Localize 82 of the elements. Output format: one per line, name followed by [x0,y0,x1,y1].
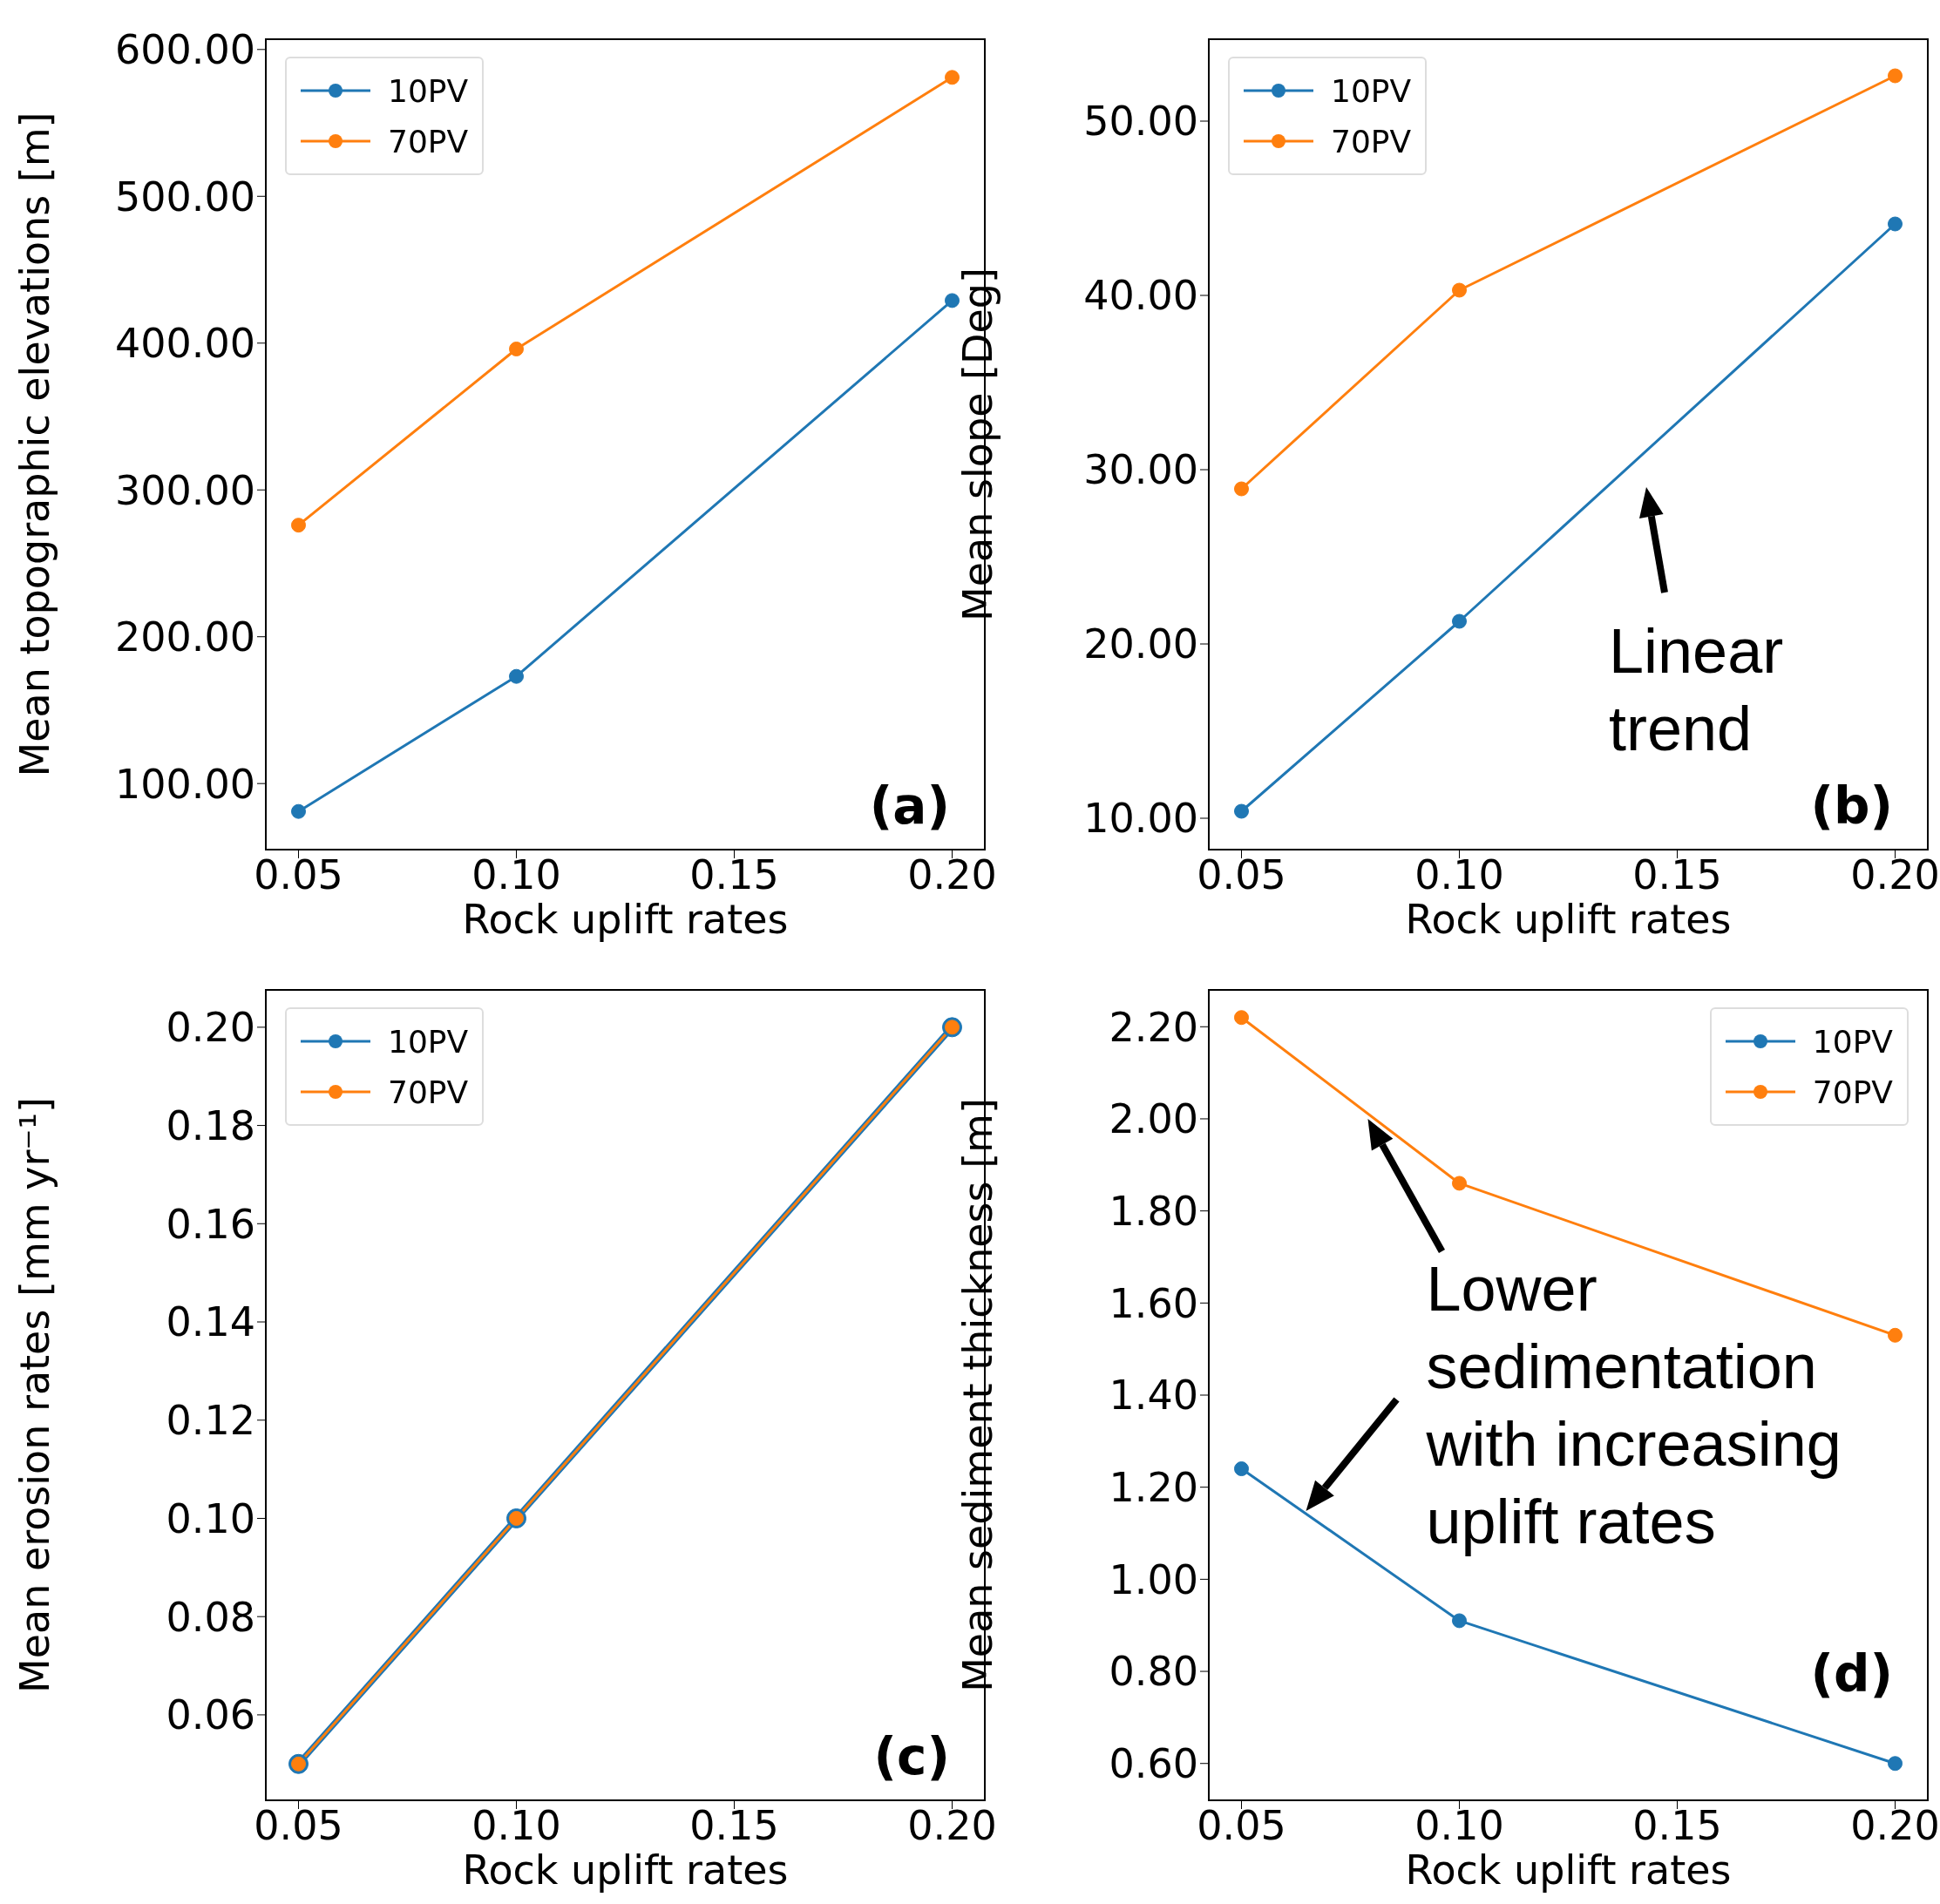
y-tick-label: 0.60 [1109,1740,1198,1788]
x-tick-label: 0.05 [1197,850,1286,898]
y-axis-title: Mean topographic elevations [m] [11,112,59,777]
x-tick-label: 0.15 [1632,850,1722,898]
y-tick-label: 2.00 [1109,1095,1198,1143]
y-tick-label: 0.80 [1109,1648,1198,1696]
legend-label: 70PV [1331,123,1412,159]
legend-label: 10PV [1812,1023,1893,1060]
y-tick-label: 600.00 [115,26,255,74]
y-tick-label: 2.20 [1109,1003,1198,1051]
point [509,668,524,684]
x-axis-title: Rock uplift rates [1405,1846,1732,1894]
x-tick-label: 0.15 [1632,1801,1722,1849]
point [1452,1613,1467,1629]
x-tick-label: 0.10 [1414,1801,1504,1849]
x-tick-label: 0.15 [689,850,779,898]
legend-label: 70PV [1812,1074,1893,1110]
y-tick-label: 100.00 [115,760,255,808]
y-tick-label: 0.14 [166,1298,255,1346]
x-tick-label: 0.05 [1197,1801,1286,1849]
y-tick-label: 1.00 [1109,1555,1198,1603]
x-tick-label: 0.20 [1850,850,1940,898]
point [1452,1176,1467,1191]
annotation: Lower sedimentation with increasing uplift rates [1425,1253,1842,1556]
x-tick-label: 0.05 [254,1801,343,1849]
point [1888,1327,1903,1343]
point [1452,613,1467,629]
y-tick-label: 20.00 [1083,620,1198,668]
point [1452,282,1467,298]
y-tick-label: 1.80 [1109,1187,1198,1235]
point [945,293,960,308]
y-tick-label: 0.08 [166,1593,255,1641]
x-tick-label: 0.20 [907,850,997,898]
point [291,803,306,819]
point [1888,1756,1903,1772]
annotation: (b) [1810,776,1893,836]
x-tick-label: 0.20 [1850,1801,1940,1849]
legend-label: 70PV [388,1074,469,1110]
y-tick-label: 1.60 [1109,1279,1198,1327]
point [945,70,960,85]
y-tick-label: 40.00 [1083,272,1198,320]
x-axis-title: Rock uplift rates [462,1846,789,1894]
annotation: (c) [873,1727,950,1786]
y-tick-label: 0.20 [166,1004,255,1052]
y-tick-label: 30.00 [1083,446,1198,494]
y-tick-label: 0.18 [166,1101,255,1149]
y-tick-label: 50.00 [1083,98,1198,146]
x-axis-title: Rock uplift rates [462,896,789,943]
y-tick-label: 10.00 [1083,795,1198,843]
x-tick-label: 0.20 [907,1801,997,1849]
point [1234,1010,1249,1026]
x-tick-label: 0.10 [471,850,561,898]
point [291,518,306,533]
y-tick-label: 0.12 [166,1397,255,1445]
y-tick-label: 200.00 [115,613,255,661]
annotation: (a) [869,776,950,836]
y-tick-label: 500.00 [115,173,255,220]
x-tick-label: 0.10 [1414,850,1504,898]
y-tick-label: 0.06 [166,1691,255,1739]
x-tick-label: 0.05 [254,850,343,898]
x-axis-title: Rock uplift rates [1405,896,1732,943]
legend-label: 10PV [1331,72,1412,109]
y-tick-label: 1.40 [1109,1372,1198,1420]
point [1888,68,1903,84]
y-tick-label: 1.20 [1109,1464,1198,1512]
y-tick-label: 300.00 [115,466,255,514]
x-tick-label: 0.10 [471,1801,561,1849]
point [509,341,524,356]
point [1234,803,1249,819]
point [1234,1461,1249,1477]
y-tick-label: 0.16 [166,1200,255,1248]
point [1888,216,1903,232]
x-tick-label: 0.15 [689,1801,779,1849]
y-tick-label: 400.00 [115,320,255,368]
y-axis-title: Mean erosion rates [mm yr⁻¹] [11,1097,59,1693]
y-tick-label: 0.10 [166,1494,255,1542]
legend-label: 10PV [388,1023,469,1060]
annotation: Linear trend [1609,616,1784,763]
legend-label: 10PV [388,72,469,109]
annotation: (d) [1810,1644,1893,1704]
point [1234,481,1249,497]
legend-label: 70PV [388,123,469,159]
